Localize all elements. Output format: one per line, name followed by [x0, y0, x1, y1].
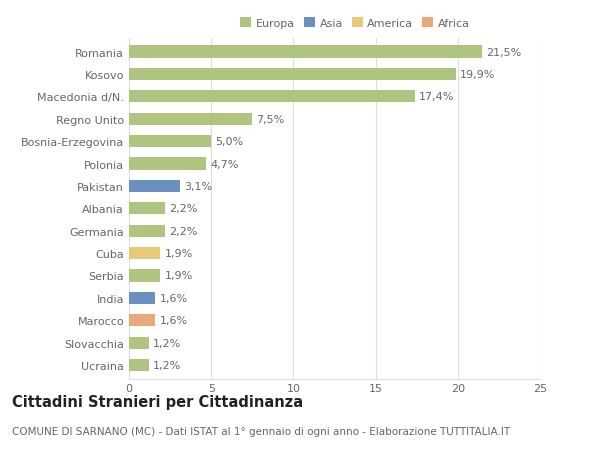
- Bar: [129, 158, 206, 170]
- Bar: [129, 314, 155, 327]
- Bar: [129, 247, 160, 260]
- Text: 1,2%: 1,2%: [153, 360, 181, 370]
- Bar: [129, 69, 456, 81]
- Text: 2,2%: 2,2%: [169, 204, 197, 214]
- Text: 1,9%: 1,9%: [164, 248, 193, 258]
- Bar: [129, 337, 149, 349]
- Bar: [129, 180, 180, 193]
- Text: 2,2%: 2,2%: [169, 226, 197, 236]
- Bar: [129, 113, 253, 126]
- Bar: [129, 203, 165, 215]
- Text: 1,9%: 1,9%: [164, 271, 193, 281]
- Text: 4,7%: 4,7%: [211, 159, 239, 169]
- Text: 1,2%: 1,2%: [153, 338, 181, 348]
- Legend: Europa, Asia, America, Africa: Europa, Asia, America, Africa: [238, 16, 472, 31]
- Text: Cittadini Stranieri per Cittadinanza: Cittadini Stranieri per Cittadinanza: [12, 394, 303, 409]
- Text: 1,6%: 1,6%: [160, 316, 188, 325]
- Bar: [129, 136, 211, 148]
- Text: 21,5%: 21,5%: [487, 47, 522, 57]
- Text: 1,6%: 1,6%: [160, 293, 188, 303]
- Text: 3,1%: 3,1%: [184, 181, 212, 191]
- Bar: [129, 46, 482, 59]
- Text: 19,9%: 19,9%: [460, 70, 496, 80]
- Text: 17,4%: 17,4%: [419, 92, 455, 102]
- Bar: [129, 91, 415, 103]
- Text: 5,0%: 5,0%: [215, 137, 244, 147]
- Text: COMUNE DI SARNANO (MC) - Dati ISTAT al 1° gennaio di ogni anno - Elaborazione TU: COMUNE DI SARNANO (MC) - Dati ISTAT al 1…: [12, 426, 510, 436]
- Bar: [129, 359, 149, 371]
- Bar: [129, 225, 165, 237]
- Text: 7,5%: 7,5%: [256, 114, 284, 124]
- Bar: [129, 292, 155, 304]
- Bar: [129, 270, 160, 282]
